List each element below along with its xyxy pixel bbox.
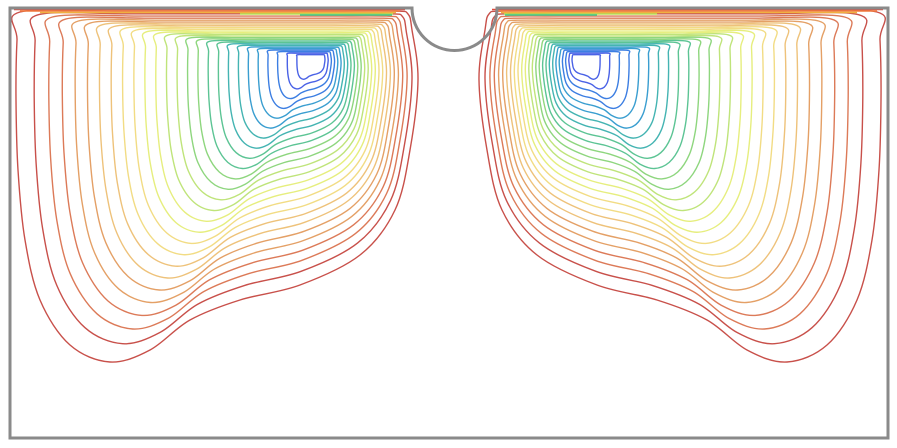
right-vortex-contour — [505, 22, 802, 279]
right-vortex-contour — [545, 41, 681, 160]
left-vortex-contour — [185, 36, 362, 191]
right-vortex-contour — [538, 38, 702, 180]
left-vortex-contour — [276, 50, 333, 100]
left-vortex-contour — [216, 41, 352, 160]
right-vortex-contour — [493, 16, 840, 317]
right-vortex-contour — [561, 49, 631, 110]
left-vortex-contour — [266, 49, 336, 110]
left-vortex-contour — [107, 24, 388, 267]
right-vortex-contour — [489, 14, 853, 330]
left-vortex-contour — [163, 33, 369, 212]
right-vortex-contour — [535, 36, 712, 191]
left-vortex-contour — [295, 53, 326, 81]
left-vortex-contour — [83, 20, 396, 291]
left-vortex-contour — [141, 29, 377, 233]
left-vortex-contour — [57, 16, 404, 317]
right-vortex-contour — [497, 18, 826, 304]
right-vortex-contour — [558, 47, 641, 119]
right-vortex-contour — [528, 33, 734, 212]
right-vortex-contour — [571, 53, 602, 81]
right-vortex-contour — [564, 50, 621, 100]
right-vortex-contour — [541, 39, 692, 170]
left-vortex-contour — [236, 44, 346, 139]
left-vortex-contour — [205, 39, 356, 170]
left-vortex-contour — [71, 18, 400, 304]
left-vortex-contour — [195, 38, 359, 180]
right-vortex-contour — [517, 27, 767, 245]
right-vortex-contour — [513, 25, 778, 256]
right-vortex-contour — [551, 44, 661, 139]
right-vortex-contour — [548, 42, 671, 149]
right-vortex-contour — [568, 52, 611, 90]
left-vortex-contour — [152, 31, 373, 223]
left-vortex-contour — [95, 22, 392, 279]
left-vortex-contour — [246, 46, 342, 129]
right-vortex-contour — [531, 34, 723, 201]
right-vortex-contour — [520, 29, 756, 233]
left-vortex-contour — [130, 27, 380, 245]
left-vortex-contour — [256, 47, 339, 119]
cavity-frame — [8, 6, 890, 440]
right-vortex-contour — [524, 31, 745, 223]
right-vortex-contour — [555, 46, 651, 129]
left-vortex-contour — [286, 52, 329, 90]
right-vortex-contour — [501, 20, 814, 291]
right-vortex-contour — [509, 24, 790, 267]
left-vortex-contours — [10, 8, 419, 363]
left-vortex-contour — [44, 14, 408, 330]
cavity-frame-outline — [8, 6, 890, 440]
left-vortex-contour — [226, 42, 349, 149]
right-vortex-contours — [478, 8, 887, 363]
left-vortex-contour — [174, 34, 366, 201]
left-vortex-contour — [119, 25, 384, 256]
